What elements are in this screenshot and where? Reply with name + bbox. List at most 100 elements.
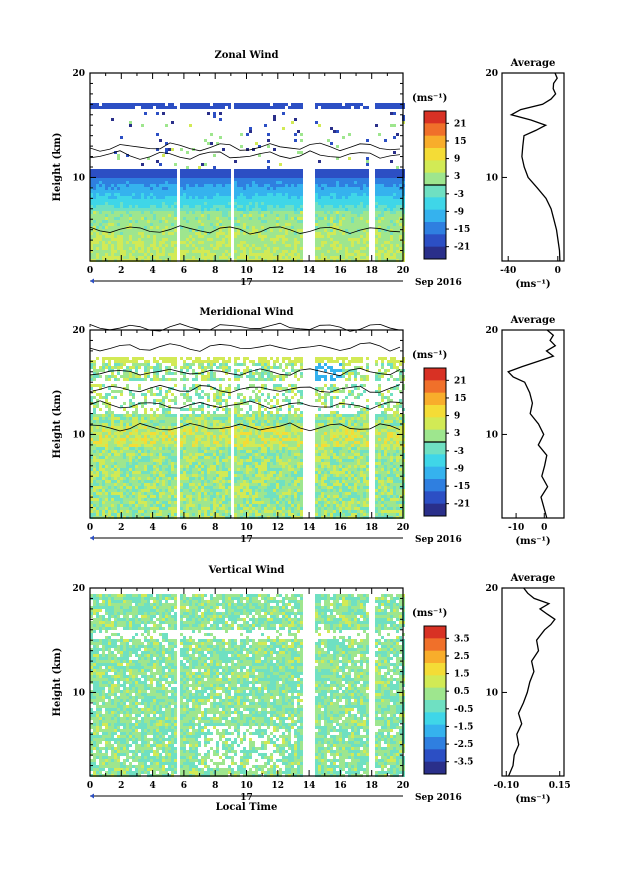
heatmap-cell bbox=[213, 106, 216, 109]
heatmap-cell bbox=[186, 447, 189, 450]
heatmap-cell bbox=[186, 378, 189, 381]
heatmap-cell bbox=[192, 238, 195, 241]
heatmap-cell bbox=[99, 247, 102, 250]
heatmap-cell bbox=[162, 420, 165, 423]
heatmap-cell bbox=[255, 211, 258, 214]
heatmap-cell bbox=[330, 211, 333, 214]
heatmap-cell bbox=[321, 211, 324, 214]
heatmap-cell bbox=[324, 187, 327, 190]
heatmap-cell bbox=[102, 453, 105, 456]
heatmap-cell bbox=[132, 420, 135, 423]
heatmap-cell bbox=[198, 103, 201, 106]
heatmap-cell bbox=[111, 172, 114, 175]
heatmap-cell bbox=[183, 432, 186, 435]
heatmap-cell bbox=[108, 184, 111, 187]
heatmap-cell bbox=[138, 181, 141, 184]
heatmap-cell bbox=[390, 196, 393, 199]
heatmap-cell bbox=[183, 384, 186, 387]
heatmap-cell bbox=[186, 208, 189, 211]
heatmap-cell bbox=[180, 471, 183, 474]
heatmap-cell bbox=[357, 256, 360, 259]
heatmap-cell bbox=[201, 220, 204, 223]
heatmap-cell bbox=[117, 184, 120, 187]
heatmap-cell bbox=[108, 408, 111, 411]
heatmap-cell bbox=[186, 190, 189, 193]
heatmap-cell bbox=[276, 175, 279, 178]
heatmap-cell bbox=[183, 181, 186, 184]
heatmap-cell bbox=[396, 199, 399, 202]
heatmap-cell bbox=[210, 241, 213, 244]
heatmap-cell bbox=[192, 465, 195, 468]
heatmap-cell bbox=[189, 501, 192, 504]
heatmap-cell bbox=[99, 483, 102, 486]
heatmap-cell bbox=[141, 187, 144, 190]
heatmap-cell bbox=[159, 181, 162, 184]
heatmap-cell bbox=[318, 211, 321, 214]
heatmap-cell bbox=[387, 202, 390, 205]
heatmap-cell bbox=[192, 103, 195, 106]
heatmap-cell bbox=[135, 414, 138, 417]
heatmap-cell bbox=[144, 175, 147, 178]
heatmap-cell bbox=[219, 175, 222, 178]
heatmap-cell bbox=[195, 247, 198, 250]
heatmap-cell bbox=[123, 480, 126, 483]
heatmap-cell bbox=[114, 447, 117, 450]
heatmap-cell bbox=[111, 483, 114, 486]
heatmap-cell bbox=[381, 247, 384, 250]
heatmap-cell bbox=[252, 199, 255, 202]
heatmap-cell bbox=[273, 196, 276, 199]
heatmap-cell bbox=[342, 169, 345, 172]
heatmap-cell bbox=[120, 235, 123, 238]
heatmap-cell bbox=[171, 495, 174, 498]
heatmap-cell bbox=[129, 414, 132, 417]
heatmap-cell bbox=[132, 103, 135, 106]
heatmap-cell bbox=[183, 456, 186, 459]
heatmap-cell bbox=[315, 184, 318, 187]
heatmap-cell bbox=[333, 223, 336, 226]
heatmap-cell bbox=[324, 253, 327, 256]
heatmap-cell bbox=[159, 459, 162, 462]
heatmap-cell bbox=[300, 238, 303, 241]
heatmap-cell bbox=[162, 456, 165, 459]
heatmap-cell bbox=[126, 441, 129, 444]
heatmap-cell bbox=[198, 211, 201, 214]
heatmap-cell bbox=[393, 199, 396, 202]
heatmap-cell bbox=[240, 184, 243, 187]
heatmap-cell bbox=[153, 501, 156, 504]
heatmap-cell bbox=[210, 175, 213, 178]
heatmap-cell bbox=[186, 235, 189, 238]
heatmap-cell bbox=[186, 357, 189, 360]
heatmap-cell bbox=[153, 175, 156, 178]
heatmap-cell bbox=[240, 106, 243, 109]
heatmap-cell bbox=[111, 208, 114, 211]
heatmap-cell bbox=[345, 250, 348, 253]
heatmap-cell bbox=[264, 250, 267, 253]
heatmap-cell bbox=[189, 486, 192, 489]
heatmap-cell bbox=[168, 411, 171, 414]
heatmap-cell bbox=[111, 184, 114, 187]
heatmap-cell bbox=[174, 486, 177, 489]
heatmap-cell bbox=[102, 238, 105, 241]
heatmap-cell bbox=[165, 459, 168, 462]
heatmap-cell bbox=[384, 205, 387, 208]
heatmap-cell bbox=[93, 253, 96, 256]
heatmap-cell bbox=[153, 211, 156, 214]
heatmap-cell bbox=[258, 190, 261, 193]
heatmap-cell bbox=[174, 178, 177, 181]
heatmap-cell bbox=[153, 226, 156, 229]
heatmap-cell bbox=[111, 247, 114, 250]
heatmap-cell bbox=[117, 208, 120, 211]
heatmap-cell bbox=[111, 226, 114, 229]
heatmap-cell bbox=[228, 172, 231, 175]
heatmap-cell bbox=[93, 504, 96, 507]
heatmap-cell bbox=[393, 253, 396, 256]
heatmap-cell bbox=[378, 208, 381, 211]
heatmap-cell bbox=[393, 178, 396, 181]
heatmap-cell bbox=[120, 103, 123, 106]
heatmap-cell bbox=[339, 196, 342, 199]
heatmap-cell bbox=[141, 202, 144, 205]
heatmap-cell bbox=[291, 103, 294, 106]
heatmap-cell bbox=[180, 184, 183, 187]
heatmap-cell bbox=[201, 232, 204, 235]
